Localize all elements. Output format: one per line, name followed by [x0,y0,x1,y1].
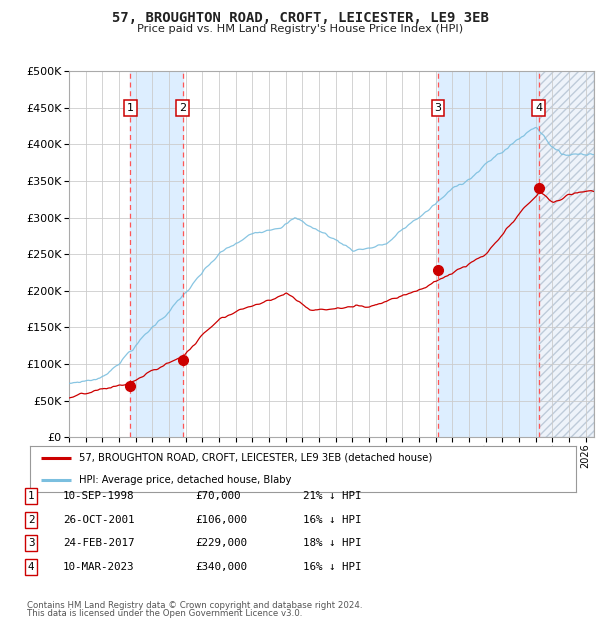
Text: 3: 3 [28,538,34,548]
Text: 16% ↓ HPI: 16% ↓ HPI [303,515,361,525]
Text: 2: 2 [28,515,34,525]
Text: This data is licensed under the Open Government Licence v3.0.: This data is licensed under the Open Gov… [27,609,302,618]
Text: 57, BROUGHTON ROAD, CROFT, LEICESTER, LE9 3EB: 57, BROUGHTON ROAD, CROFT, LEICESTER, LE… [112,11,488,25]
Bar [438,71,539,437]
Text: 4: 4 [28,562,34,572]
Text: 1: 1 [127,103,134,113]
Text: £70,000: £70,000 [195,491,241,501]
Bar [130,71,182,437]
Text: 1: 1 [28,491,34,501]
Text: 4: 4 [535,103,542,113]
Text: Contains HM Land Registry data © Crown copyright and database right 2024.: Contains HM Land Registry data © Crown c… [27,601,362,610]
Text: 18% ↓ HPI: 18% ↓ HPI [303,538,361,548]
Text: 57, BROUGHTON ROAD, CROFT, LEICESTER, LE9 3EB (detached house): 57, BROUGHTON ROAD, CROFT, LEICESTER, LE… [79,453,433,463]
Text: 21% ↓ HPI: 21% ↓ HPI [303,491,361,501]
Bar [539,71,594,437]
Text: Price paid vs. HM Land Registry's House Price Index (HPI): Price paid vs. HM Land Registry's House … [137,24,463,34]
Text: 2: 2 [179,103,186,113]
Text: 16% ↓ HPI: 16% ↓ HPI [303,562,361,572]
Text: 26-OCT-2001: 26-OCT-2001 [63,515,134,525]
Text: 10-SEP-1998: 10-SEP-1998 [63,491,134,501]
Text: 3: 3 [434,103,442,113]
Text: £229,000: £229,000 [195,538,247,548]
Text: £106,000: £106,000 [195,515,247,525]
Text: 10-MAR-2023: 10-MAR-2023 [63,562,134,572]
Text: £340,000: £340,000 [195,562,247,572]
Text: 24-FEB-2017: 24-FEB-2017 [63,538,134,548]
Text: HPI: Average price, detached house, Blaby: HPI: Average price, detached house, Blab… [79,476,292,485]
